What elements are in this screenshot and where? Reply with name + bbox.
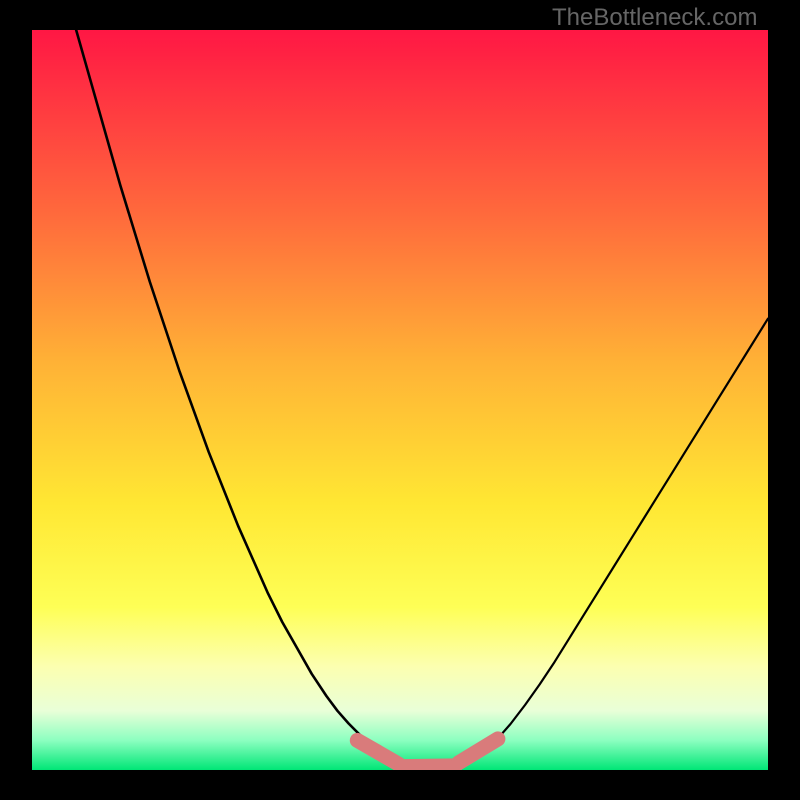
plot-area (32, 30, 768, 770)
watermark-text: TheBottleneck.com (552, 4, 757, 32)
chart-svg (32, 30, 768, 770)
